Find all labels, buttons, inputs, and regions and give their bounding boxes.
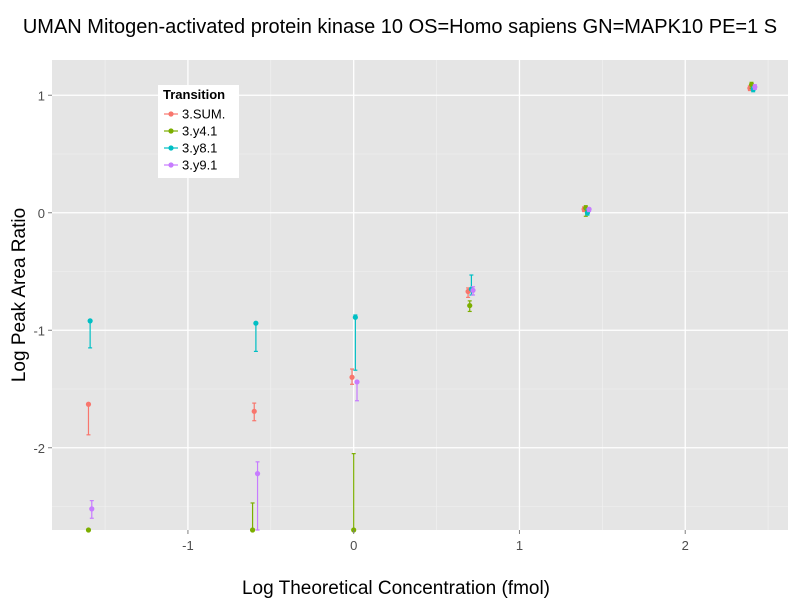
x-tick-label: -1 — [182, 538, 194, 553]
legend-items: 3.SUM. 3.y4.1 3.y8.1 3.y9.1 — [164, 107, 225, 173]
y-tick-label: -2 — [33, 441, 45, 456]
series-2 — [87, 86, 756, 371]
data-layer — [85, 81, 758, 533]
data-point — [349, 374, 355, 380]
legend-key-point — [168, 162, 174, 168]
data-point — [467, 302, 473, 309]
y-tick-label: -1 — [33, 323, 45, 338]
data-point — [85, 401, 92, 407]
legend-label: 3.y9.1 — [182, 158, 217, 173]
data-point — [354, 379, 360, 385]
data-point — [85, 527, 92, 533]
x-axis-title: Log Theoretical Concentration (fmol) — [242, 578, 550, 599]
data-point — [254, 471, 261, 477]
data-point — [251, 408, 257, 414]
data-point — [352, 314, 358, 320]
data-point — [586, 206, 592, 212]
legend-label: 3.SUM. — [182, 107, 225, 122]
legend-label: 3.y4.1 — [182, 124, 217, 139]
data-point — [87, 318, 93, 324]
y-tick-label: 0 — [38, 206, 45, 221]
data-point — [249, 527, 256, 533]
data-point — [89, 506, 95, 512]
legend: Transition 3.SUM. 3.y4.1 3.y8.1 3.y9.1 — [158, 85, 239, 178]
chart-title: UMAN Mitogen-activated protein kinase 10… — [23, 16, 777, 38]
x-tick-label: 2 — [682, 538, 689, 553]
y-axis-title: Log Peak Area Ratio — [9, 208, 30, 382]
x-tick-label: 0 — [350, 538, 357, 553]
series-3 — [89, 84, 758, 531]
data-point — [253, 320, 259, 326]
axes: -1 0 1 2 -2 -1 0 1 — [33, 88, 688, 553]
data-point — [470, 287, 476, 293]
x-tick-label: 1 — [516, 538, 523, 553]
legend-key-point — [168, 111, 174, 117]
legend-key-point — [168, 128, 174, 134]
legend-title: Transition — [163, 87, 225, 102]
legend-key-point — [168, 145, 174, 151]
data-point — [752, 84, 758, 90]
y-tick-label: 1 — [38, 88, 45, 103]
legend-label: 3.y8.1 — [182, 141, 217, 156]
